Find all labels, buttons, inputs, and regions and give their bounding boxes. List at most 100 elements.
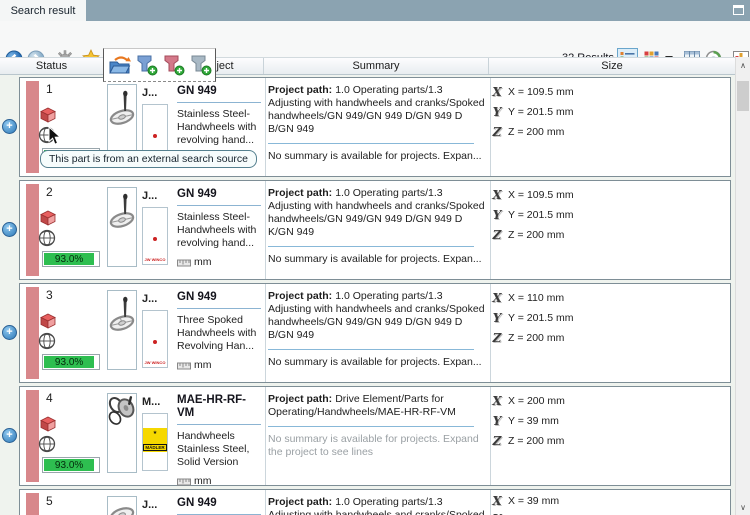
match-progress: 93.0% — [42, 251, 100, 267]
handwheel-image — [109, 507, 135, 515]
row-number: 1 — [46, 82, 53, 96]
summary-cell: Project path: 1.0 Operating parts/1.3 Adj… — [268, 84, 488, 163]
z-axis-icon: Z — [492, 331, 502, 345]
project-cell: GN 949 Stainless Steel-Handwheels with r… — [177, 85, 265, 147]
part-description: Three Spoked Handwheels with Revolving H… — [177, 314, 257, 352]
part-thumbnail[interactable] — [107, 393, 137, 473]
header-size[interactable]: Size — [601, 60, 623, 72]
row-number: 5 — [46, 494, 53, 508]
part-thumbnail[interactable] — [107, 496, 137, 515]
header-summary[interactable]: Summary — [264, 58, 489, 74]
part-thumbnail[interactable] — [107, 187, 137, 267]
z-axis-icon: Z — [492, 125, 502, 139]
vendor-logo: JW WINCO — [142, 310, 168, 368]
project-cell: GN 949 Three Spoked Handwheels with Revo… — [177, 291, 265, 372]
add-part-blue-icon — [137, 55, 157, 76]
handwheel-image — [109, 193, 135, 228]
winco-dot — [153, 339, 157, 344]
part-description: Handwheels Stainless Steel, Solid Versio… — [177, 430, 250, 468]
ruler-icon — [177, 362, 191, 369]
add-part-red-icon — [164, 55, 184, 76]
winco-dot — [153, 133, 157, 138]
tab-search-result[interactable]: Search result — [0, 0, 86, 21]
part-thumbnail[interactable] — [107, 290, 137, 370]
part-name[interactable]: GN 949 — [177, 291, 261, 309]
result-row-1[interactable]: 1 93.0% — [19, 77, 731, 177]
tab-label: Search result — [10, 4, 76, 17]
project-path: Project path: 1.0 Operating parts/1.3 Adj… — [268, 187, 485, 238]
summary-note: No summary is available for projects. Ex… — [268, 253, 482, 265]
x-axis-icon: X — [492, 394, 502, 408]
add-part-gray-button[interactable] — [188, 52, 212, 78]
add-part-blue-button[interactable] — [134, 52, 158, 78]
part-name[interactable]: MAE-HR-RF-VM — [177, 394, 261, 425]
status-color-bar — [26, 81, 39, 173]
result-row-4[interactable]: 4 93.0% M. — [19, 386, 731, 488]
match-progress: 93.0% — [42, 457, 100, 473]
expand-row-3-button[interactable]: + — [2, 325, 17, 340]
result-row-2[interactable]: 2 93.0% — [19, 180, 731, 280]
unit-line: mm — [177, 256, 265, 269]
vendor-abbrev: J... — [142, 87, 158, 99]
project-path: Project path: Drive Element/Parts for Ope… — [268, 393, 456, 418]
y-axis-icon: Y — [492, 414, 502, 428]
status-color-bar — [26, 390, 39, 482]
row-number: 4 — [46, 391, 53, 405]
vendor-logo: JW WINCO — [142, 207, 168, 265]
x-axis-icon: X — [492, 291, 502, 305]
result-row-5[interactable]: 5 J... GN 949 Project path: 1.0 Operating… — [19, 489, 731, 515]
scroll-up-button[interactable]: ∧ — [740, 60, 746, 70]
project-cell: GN 949 — [177, 497, 265, 515]
handwheel-image — [109, 90, 135, 125]
3d-part-icon — [40, 313, 56, 329]
size-y: YY = 200 mm — [491, 512, 565, 515]
project-cell: GN 949 Stainless Steel-Handwheels with r… — [177, 188, 265, 269]
part-name[interactable]: GN 949 — [177, 85, 261, 103]
part-name[interactable]: GN 949 — [177, 188, 261, 206]
expand-row-4-button[interactable]: + — [2, 428, 17, 443]
unit-line: mm — [177, 475, 265, 488]
part-name[interactable]: GN 949 — [177, 497, 261, 515]
handwheels-image — [108, 396, 135, 425]
add-part-red-button[interactable] — [161, 52, 185, 78]
size-cell: XX = 39 mm YY = 200 mm — [491, 494, 565, 515]
open-folder-button[interactable] — [107, 52, 131, 78]
titlebar: Search result — [0, 0, 750, 21]
x-axis-icon: X — [492, 85, 502, 99]
summary-note: No summary is available for projects. Ex… — [268, 150, 482, 162]
3d-part-icon — [40, 107, 56, 123]
float-window-icon[interactable] — [733, 5, 744, 15]
3d-part-icon — [40, 416, 56, 432]
expand-row-1-button[interactable]: + — [2, 119, 17, 134]
summary-cell: Project path: 1.0 Operating parts/1.3 Adj… — [268, 187, 488, 266]
unit-line: mm — [177, 359, 265, 372]
scroll-down-button[interactable]: ∨ — [740, 502, 746, 512]
summary-note: No summary is available for projects. Ex… — [268, 433, 479, 458]
y-axis-icon: Y — [491, 512, 503, 515]
vertical-scrollbar[interactable]: ∧ ∨ — [735, 57, 750, 515]
expand-row-2-button[interactable]: + — [2, 222, 17, 237]
result-row-3[interactable]: 3 93.0% — [19, 283, 731, 383]
row-number: 3 — [46, 288, 53, 302]
y-axis-icon: Y — [492, 208, 502, 222]
header-status[interactable]: Status — [0, 58, 104, 74]
scrollbar-thumb[interactable] — [737, 81, 749, 111]
ruler-icon — [177, 259, 191, 266]
drag-action-popup — [103, 48, 216, 82]
external-source-globe-icon — [38, 435, 56, 453]
project-cell: MAE-HR-RF-VM Handwheels Stainless Steel,… — [177, 394, 265, 488]
external-source-globe-icon — [38, 229, 56, 247]
